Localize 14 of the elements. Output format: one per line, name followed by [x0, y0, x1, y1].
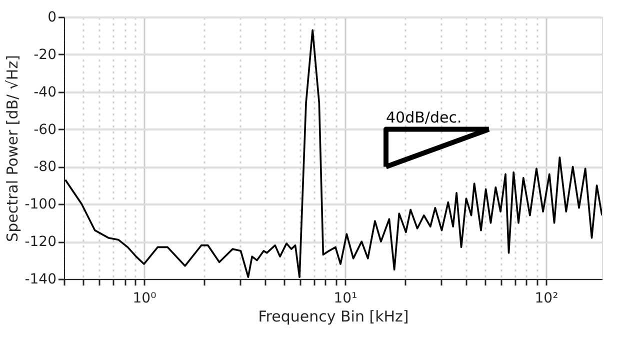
y-tick-label: -80	[34, 159, 56, 176]
x-tick-label: 10²	[534, 290, 558, 306]
y-tick-label: -40	[34, 84, 56, 100]
y-axis-title: Spectral Power [dB/ √Hz]	[4, 55, 22, 242]
y-tick-label: -60	[34, 122, 56, 138]
x-tick-label: 10⁰	[132, 290, 157, 306]
x-tick-label: 10¹	[334, 290, 358, 306]
y-tick-label: -20	[34, 46, 56, 63]
y-tick-label: -120	[24, 234, 56, 250]
y-tick-label: 0	[48, 10, 56, 26]
y-tick-label: -140	[24, 272, 56, 288]
y-tick-label: -100	[24, 196, 56, 213]
annotation: 40dB/dec.	[386, 108, 462, 126]
x-axis-title: Frequency Bin [kHz]	[258, 308, 409, 326]
